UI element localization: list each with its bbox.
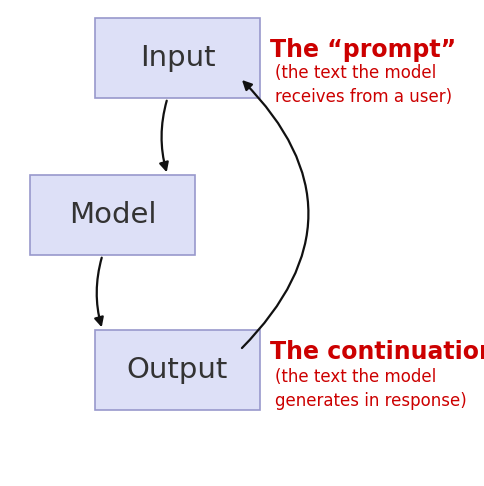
Text: Model: Model — [69, 201, 156, 229]
Text: Output: Output — [127, 356, 228, 384]
FancyBboxPatch shape — [95, 330, 260, 410]
Text: (the text the model
generates in response): (the text the model generates in respons… — [275, 368, 467, 410]
Text: (the text the model
receives from a user): (the text the model receives from a user… — [275, 64, 452, 105]
Text: The “prompt”: The “prompt” — [270, 38, 456, 62]
FancyBboxPatch shape — [30, 175, 195, 255]
FancyBboxPatch shape — [95, 18, 260, 98]
Text: Input: Input — [140, 44, 215, 72]
Text: The continuation: The continuation — [270, 340, 484, 364]
